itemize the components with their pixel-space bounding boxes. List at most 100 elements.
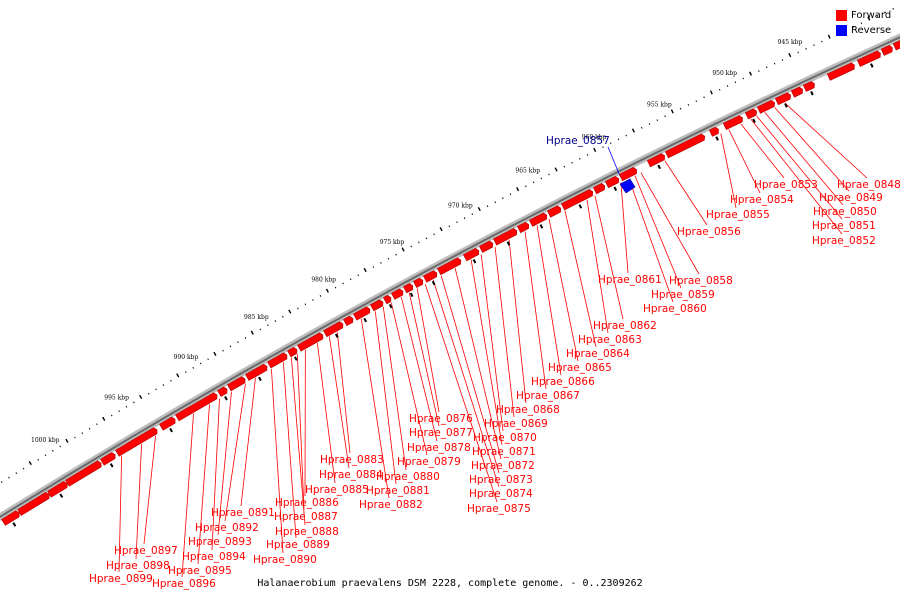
gene-tick: [752, 118, 756, 123]
leader-line: [548, 219, 579, 362]
leader-line: [728, 129, 761, 194]
outer-tick: [742, 77, 744, 80]
gene-label: Hprae_0891: [211, 507, 275, 519]
gene-arrow: [618, 167, 638, 182]
gene-label: Hprae_0852: [812, 235, 876, 247]
gene-label: Hprae_0890: [253, 554, 317, 566]
gene-label: Hprae_0889: [266, 539, 330, 551]
outer-tick: [274, 320, 277, 322]
outer-tick: [363, 267, 367, 273]
legend-reverse-label: Reverse: [851, 25, 892, 36]
gene-arrow-reverse: [619, 178, 636, 194]
outer-tick: [184, 371, 187, 374]
outer-tick: [827, 34, 831, 39]
outer-tick: [797, 51, 799, 54]
leader-line: [536, 225, 562, 376]
outer-tick: [325, 288, 329, 293]
outer-tick: [133, 401, 135, 404]
position-tick-labels: 945 kbp 950 kbp 955 kbp 960 kbp 965 kbp 970 k…: [31, 39, 802, 444]
leader-line: [740, 123, 785, 179]
gene-label: Hprae_0858: [669, 275, 733, 287]
gene-label: Hprae_0873: [469, 474, 533, 486]
gene-label: Hprae_0872: [471, 460, 535, 472]
outer-tick: [342, 282, 344, 285]
leader-line: [217, 391, 232, 536]
outer-tick: [788, 52, 792, 58]
outer-tick: [250, 330, 254, 335]
gene-arrow: [604, 176, 620, 189]
gene-label: Hprae_0859: [651, 289, 715, 301]
outer-tick: [372, 266, 375, 268]
outer-tick: [410, 245, 413, 248]
gene-arrow: [436, 257, 462, 276]
outer-tick: [282, 315, 284, 318]
gene-label: Hprae_0896: [152, 578, 216, 590]
gene-label: Hprae_0849: [819, 192, 883, 204]
leader-line: [756, 115, 843, 220]
outer-tick: [477, 206, 481, 212]
gene-label: Hprae_0869: [484, 418, 548, 430]
gene-label: Hprae_0895: [168, 565, 232, 577]
outer-tick: [28, 461, 32, 466]
gene-arrow: [100, 452, 116, 466]
gene-label: Hprae_0881: [366, 485, 430, 497]
leader-line: [607, 146, 621, 177]
leader-line: [774, 107, 850, 192]
outer-tick: [670, 109, 674, 114]
genome-caption: Halanaerobium praevalens DSM 2228, compl…: [257, 578, 643, 589]
gene-tick: [388, 303, 393, 309]
outer-tick: [593, 147, 597, 152]
label-leader-lines: [118, 102, 868, 578]
leader-line: [470, 259, 503, 446]
gene-label: Hprae_0854: [730, 194, 794, 206]
leader-line: [328, 336, 350, 469]
outer-tick: [648, 123, 651, 125]
reverse-swatch: [836, 25, 847, 36]
leader-line: [440, 275, 500, 474]
leader-line: [764, 112, 844, 206]
leader-line: [181, 413, 194, 578]
outer-tick: [709, 90, 713, 95]
outer-tick: [65, 438, 69, 443]
legend-reverse: Reverse: [836, 23, 892, 38]
outer-tick: [656, 119, 659, 122]
outer-tick: [571, 161, 573, 164]
outer-tick: [617, 138, 620, 141]
gene-label: Hprae_0876: [409, 413, 473, 425]
outer-tick: [162, 384, 165, 386]
outer-tick: [718, 88, 721, 91]
gene-label: Hprae_0877: [409, 427, 473, 439]
gene-tick: [109, 463, 114, 468]
tick-label: 970 kbp: [448, 203, 473, 210]
leader-line: [240, 377, 256, 507]
gene-label: Hprae_0851: [812, 220, 876, 232]
outer-tick: [876, 15, 879, 17]
outer-tick: [579, 157, 581, 160]
gene-arrow: [1, 510, 20, 526]
outer-tick: [176, 373, 180, 378]
outer-tick: [463, 217, 466, 220]
leader-line: [374, 311, 397, 485]
outer-tick: [813, 44, 815, 47]
outer-tick: [609, 142, 612, 145]
outer-tick: [425, 237, 428, 240]
outer-tick: [486, 205, 489, 208]
gene-label: Hprae_0856: [677, 226, 741, 238]
outer-tick: [695, 100, 698, 102]
gene-arrow: [560, 189, 594, 211]
leader-line: [135, 443, 143, 560]
leader-line: [296, 354, 305, 511]
outer-tick: [267, 324, 269, 327]
gene-arrow: [245, 363, 268, 381]
gene-tick: [506, 241, 511, 246]
gene-tick: [613, 186, 618, 192]
outer-tick: [664, 115, 666, 118]
outer-tick: [418, 241, 420, 244]
gene-label: Hprae_0857: [546, 135, 610, 147]
gene-arrow: [790, 86, 803, 98]
tick-label: 960 kbp: [582, 134, 607, 141]
gene-arrow: [17, 492, 50, 516]
outer-tick: [602, 146, 604, 149]
outer-tick: [155, 388, 157, 391]
gene-label: Hprae_0879: [397, 456, 461, 468]
